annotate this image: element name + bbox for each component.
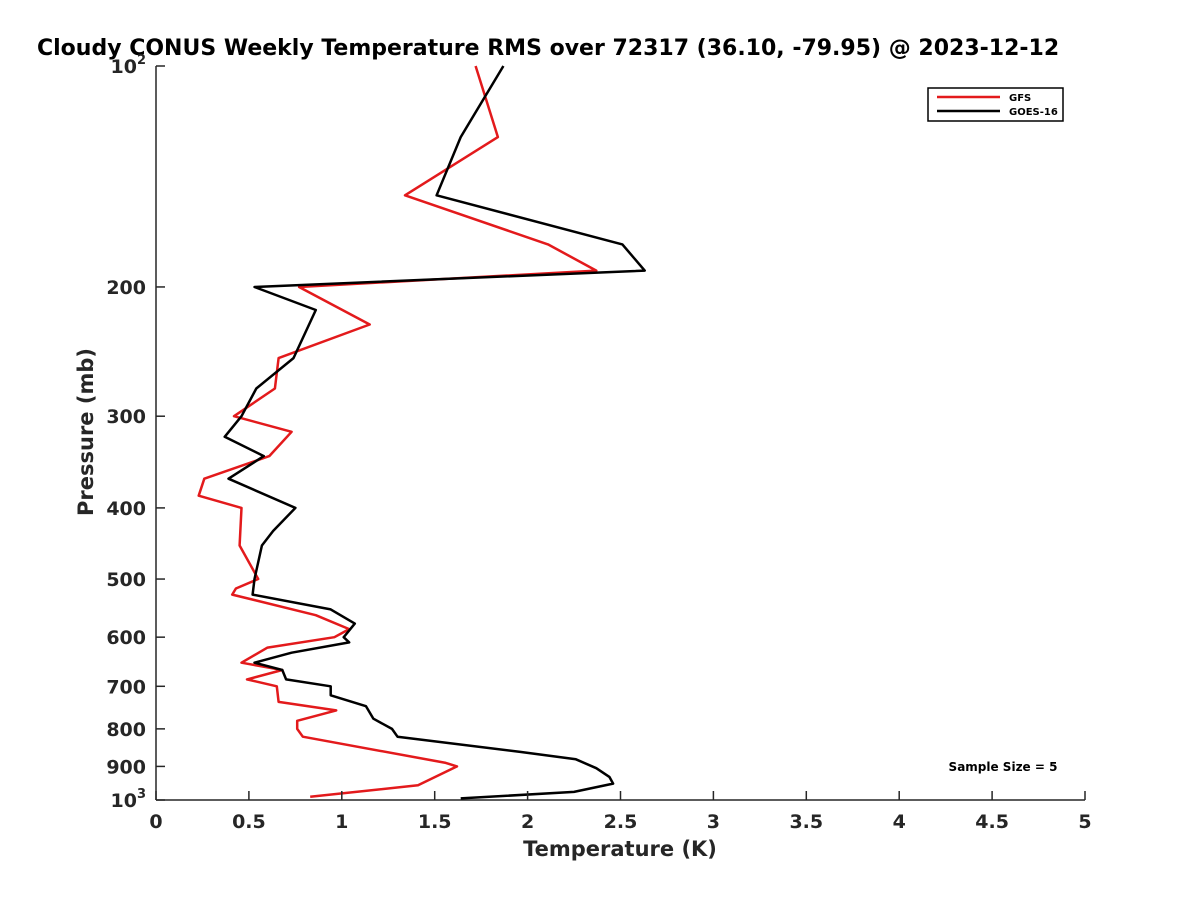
x-tick-label: 0 — [149, 811, 162, 833]
x-tick-label: 1 — [335, 811, 348, 833]
plot-axes — [155, 66, 1085, 801]
x-tick-label: 1.5 — [418, 811, 452, 833]
legend: GFS GOES-16 — [927, 87, 1064, 122]
y-axis-label: Pressure (mb) — [74, 348, 98, 516]
x-tick-label: 2 — [521, 811, 534, 833]
chart-title: Cloudy CONUS Weekly Temperature RMS over… — [37, 36, 1059, 61]
y-tick-label: 200 — [106, 277, 146, 299]
y-axis-ticks: 102 200 300 400 500 600 700 800 900 103 — [106, 53, 165, 812]
y-tick-label: 103 — [111, 787, 147, 812]
sample-size-annotation: Sample Size = 5 — [949, 760, 1058, 774]
legend-box — [927, 87, 1064, 122]
x-tick-label: 3.5 — [789, 811, 823, 833]
plot-series — [197, 65, 646, 800]
legend-label: GOES-16 — [1009, 107, 1058, 118]
y-tick-label: 300 — [106, 406, 146, 428]
y-tick-label: 102 — [111, 53, 147, 78]
series-line-gfs — [197, 65, 598, 799]
y-tick-label: 800 — [106, 719, 146, 741]
legend-label: GFS — [1009, 93, 1031, 104]
x-tick-label: 2.5 — [604, 811, 638, 833]
x-axis-label: Temperature (K) — [523, 837, 717, 861]
x-tick-label: 0.5 — [232, 811, 266, 833]
x-tick-label: 5 — [1078, 811, 1091, 833]
x-tick-label: 3 — [707, 811, 720, 833]
y-tick-label: 900 — [106, 756, 146, 778]
x-tick-label: 4.5 — [975, 811, 1009, 833]
y-tick-label: 500 — [106, 569, 146, 591]
x-axis-ticks: 0 0.5 1 1.5 2 2.5 3 3.5 4 4.5 5 — [149, 791, 1092, 833]
x-tick-label: 4 — [893, 811, 906, 833]
y-tick-label: 400 — [106, 498, 146, 520]
series-line-goes-16 — [223, 65, 646, 800]
y-tick-label: 600 — [106, 627, 146, 649]
y-tick-label: 700 — [106, 676, 146, 698]
